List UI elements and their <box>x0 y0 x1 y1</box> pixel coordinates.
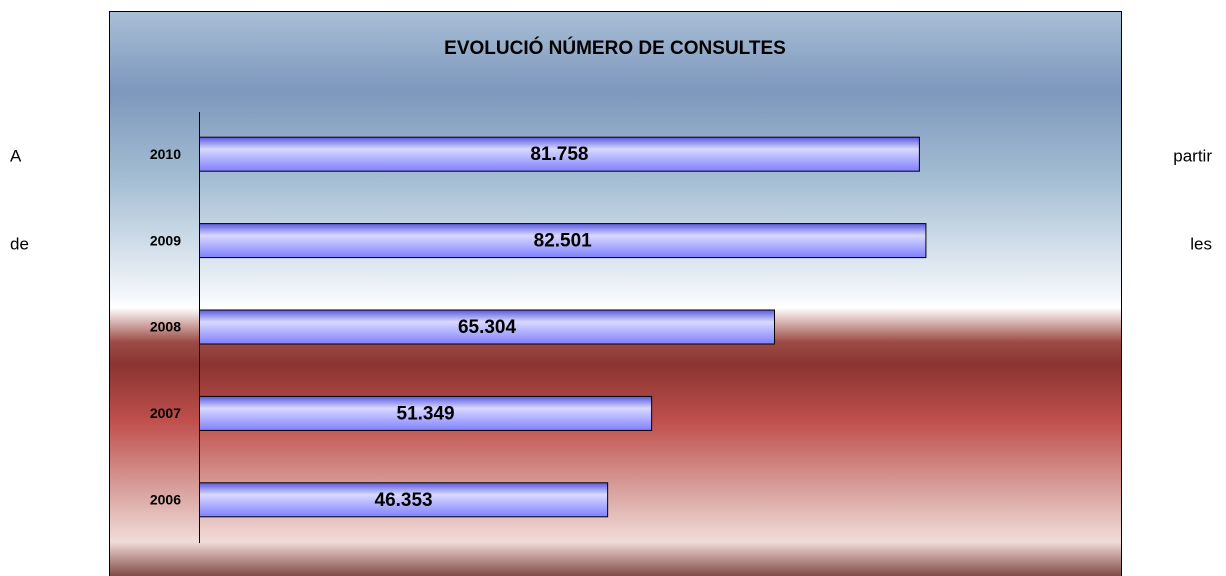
y-tick-label: 2010 <box>150 146 181 162</box>
y-tick-label: 2007 <box>150 405 181 421</box>
y-tick-label: 2008 <box>150 319 181 335</box>
chart-area <box>109 11 1122 576</box>
paragraph-word: de <box>10 234 29 253</box>
y-tick-label: 2009 <box>150 232 181 248</box>
paragraph-word: partir <box>1173 146 1212 165</box>
bar <box>199 482 609 518</box>
chart-title: EVOLUCIÓ NÚMERO DE CONSULTES <box>444 37 786 59</box>
y-tick-label: 2006 <box>150 492 181 508</box>
value-label: 81.758 <box>530 144 588 165</box>
bar <box>199 395 653 431</box>
value-label: 65.304 <box>458 317 517 338</box>
paragraph-word: A <box>10 146 22 165</box>
paragraph-word: les <box>1190 234 1212 253</box>
bar <box>199 136 920 172</box>
bar <box>199 223 927 259</box>
value-label: 51.349 <box>397 403 455 424</box>
bar <box>199 309 776 345</box>
value-label: 82.501 <box>534 231 593 252</box>
value-label: 46.353 <box>375 490 433 511</box>
